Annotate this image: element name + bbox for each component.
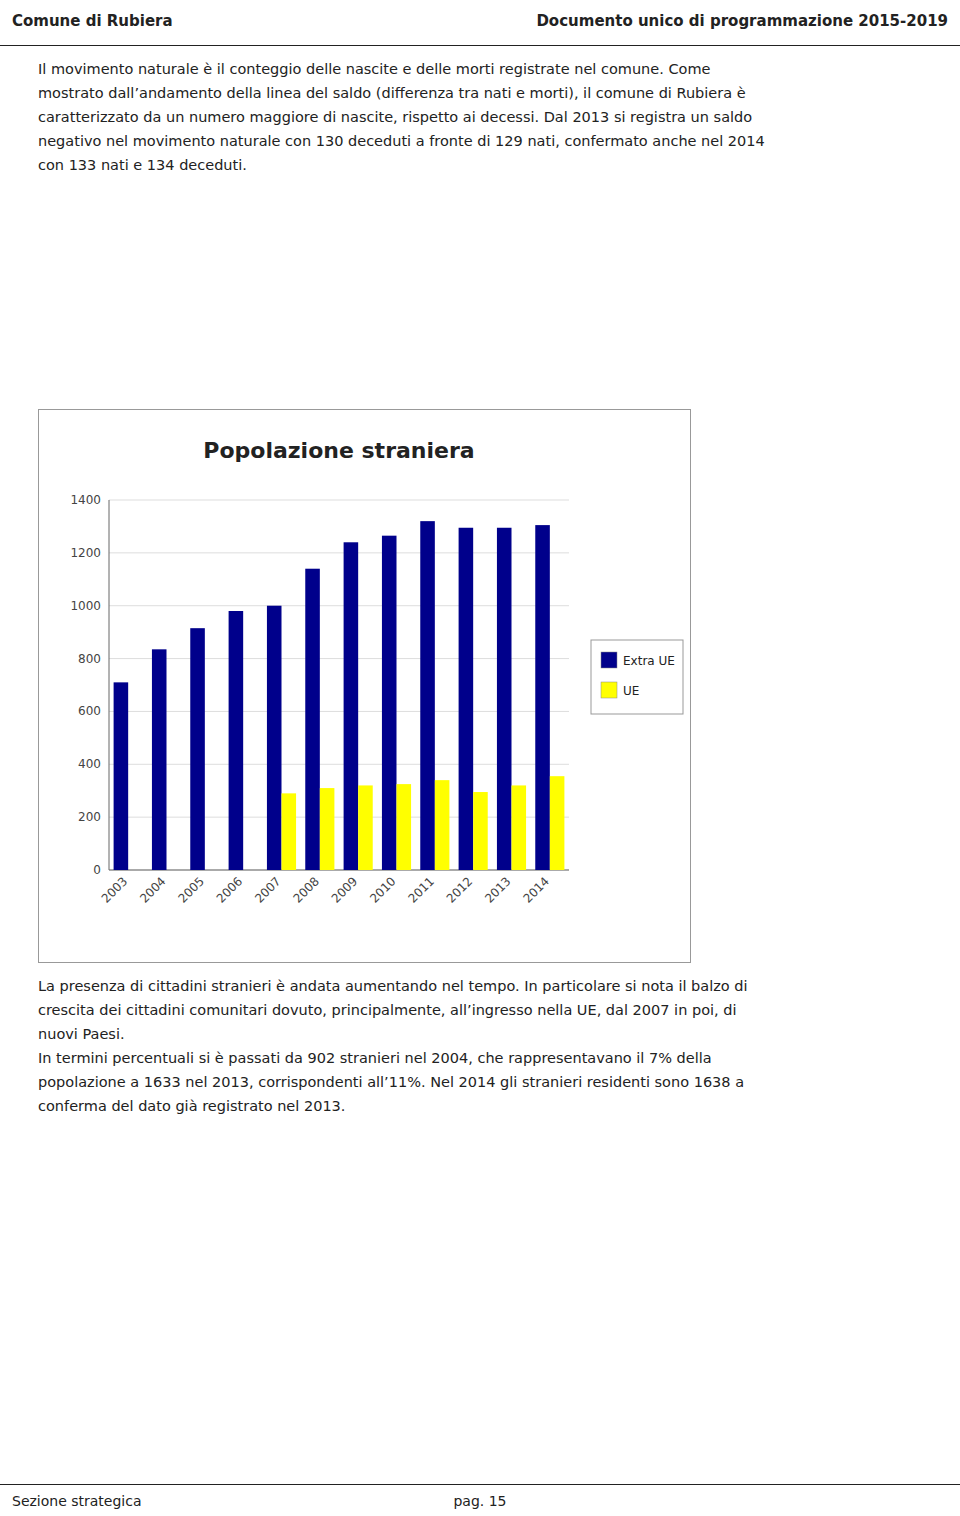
x-tick-label: 2006 [214,874,245,905]
header-left: Comune di Rubiera [12,12,173,30]
legend-label: Extra UE [623,654,675,668]
chart: Popolazione straniera 0 200 400 600 800 1000 12… [39,410,690,962]
header: Comune di Rubiera Documento unico di pro… [0,0,960,46]
x-tick-label: 2003 [99,874,130,905]
header-right: Documento unico di programmazione 2015-2… [536,12,948,30]
bar [190,628,205,870]
x-tick-label: 2011 [405,874,436,905]
bar [497,528,512,870]
bar [535,525,550,870]
bar [358,785,373,870]
bar [167,870,182,871]
bar [229,611,244,870]
legend-label: UE [623,684,639,698]
footer-left: Sezione strategica [12,1493,142,1509]
x-tick-label: 2012 [444,874,475,905]
bar [114,682,129,870]
x-tick-label: 2010 [367,874,398,905]
y-tick-label: 800 [78,652,101,666]
bars [114,521,565,870]
y-tick-label: 0 [93,863,101,877]
chart-box: Popolazione straniera 0 200 400 600 800 1000 12… [38,409,691,963]
legend-swatch [601,652,617,668]
bar [320,788,335,870]
y-axis [109,500,110,870]
bar [420,521,435,870]
y-tick-label: 200 [78,810,101,824]
bar [382,536,397,870]
bar [473,792,488,870]
body-text: La presenza di cittadini stranieri è and… [38,975,922,1119]
x-tick-label: 2014 [520,874,551,905]
bar [205,870,220,871]
footer-right: pag. 15 [0,1493,960,1509]
bar [152,649,167,870]
bar [459,528,474,870]
x-tick-label: 2005 [175,874,206,905]
bar [128,870,143,871]
bar [282,793,297,870]
body-text: Il movimento naturale è il conteggio del… [38,58,922,178]
bar [397,784,412,870]
bar [305,569,320,870]
bar [344,542,359,870]
y-tick-label: 400 [78,757,101,771]
bar [435,780,450,870]
footer: Sezione strategica pag. 15 [0,1484,960,1516]
legend [591,640,683,714]
chart-title: Popolazione straniera [203,438,474,463]
bar [550,776,565,870]
x-tick-label: 2007 [252,874,283,905]
x-tick-label: 2009 [329,874,360,905]
y-tick-label: 1400 [70,493,101,507]
bar [243,870,258,871]
x-tick-label: 2004 [137,874,168,905]
y-tick-label: 600 [78,704,101,718]
grid-line [109,500,569,501]
legend-swatch [601,682,617,698]
x-tick-label: 2013 [482,874,513,905]
y-tick-label: 1000 [70,599,101,613]
bar [512,785,527,870]
x-tick-label: 2008 [290,874,321,905]
bar [267,606,282,870]
y-tick-label: 1200 [70,546,101,560]
